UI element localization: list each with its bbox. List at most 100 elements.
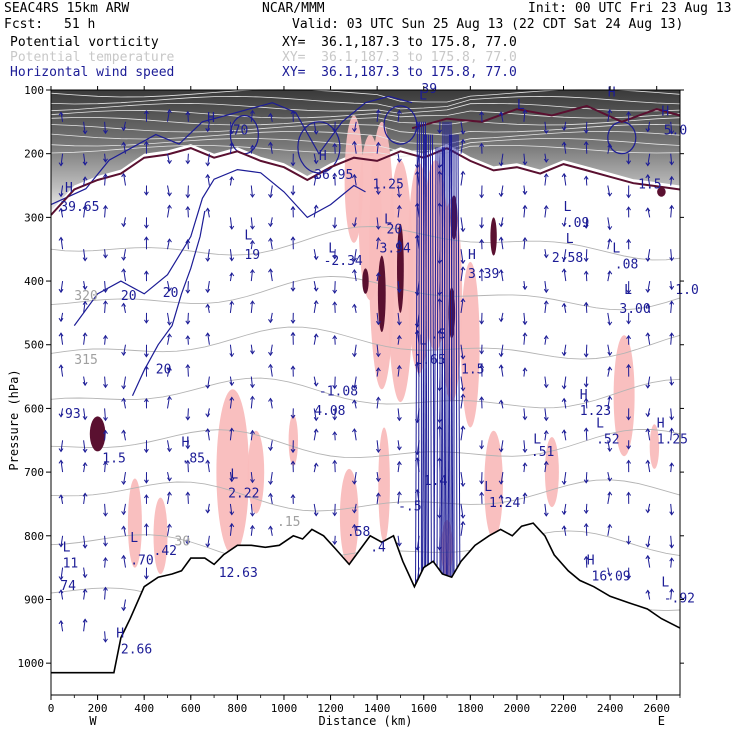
wind-vector-head [396,460,402,466]
wind-vector [60,620,64,632]
wind-vector [83,462,86,473]
wind-vector-head [522,416,528,421]
wind-vector-head [351,428,357,433]
wind-vector [60,281,64,293]
contour-label: 74 [60,579,76,594]
wind-vector-head [460,425,466,430]
wind-vector-head [626,491,632,496]
wind-vector-head [250,384,255,389]
wind-vector [83,177,86,186]
wind-vector [187,206,189,218]
wind-vector-head [479,142,485,147]
wind-vector [397,312,400,325]
wind-vector [523,281,526,290]
wind-vector-head [583,509,589,515]
wind-vector-head [205,459,211,464]
contour-label: L [328,241,336,256]
wind-vector-head [607,523,613,528]
contour-label: -1.08 [319,385,358,400]
x-tick-label: 0 [48,702,55,715]
wind-vector-head [82,285,88,291]
wind-vector-head [479,194,485,199]
contour-label: H [657,417,665,432]
contour-label: L [624,283,632,298]
wind-vector-head [607,270,613,275]
x-tick-label: 1400 [364,702,391,715]
wind-vector [429,134,432,600]
wind-vector-head [626,194,632,199]
wind-vector [207,535,210,547]
theta-contour [50,109,681,119]
wind-speed-contour [383,105,418,145]
contour-label: L [533,432,541,447]
x-tick-label: 2600 [643,702,670,715]
wind-vector-head [522,204,528,209]
contour-label: H [580,388,588,403]
wind-vector-head [645,162,651,167]
x-tick-label: 600 [181,702,201,715]
contour-label: 36.95 [314,168,353,183]
wind-vector [123,472,126,485]
contour-label: .08 [615,257,638,272]
wind-vector [670,301,673,313]
wind-vector [270,344,273,356]
wind-vector-head [82,300,88,305]
wind-vector [60,408,64,417]
wind-vector [334,281,336,294]
wind-vector-head [58,288,64,294]
wind-vector [523,205,526,218]
positive-pv-region [461,261,480,428]
wind-vector [104,301,106,313]
wind-vector-head [351,303,357,308]
wind-vector-head [583,257,589,263]
wind-vector [607,185,611,196]
wind-vector [670,408,673,420]
terrain-line [51,522,681,674]
wind-vector [376,142,379,154]
wind-vector-head [185,445,191,450]
wind-vector [397,335,400,345]
wind-vector-head [103,129,108,135]
wind-vector-head [607,238,613,243]
wind-vector [563,526,567,536]
wind-vector-head [121,480,127,486]
wind-vector [207,304,210,313]
wind-vector-head [375,396,381,401]
wind-vector-head [185,238,191,244]
wind-vector [397,461,400,473]
wind-vector-head [58,193,64,198]
wind-vector-head [205,428,211,433]
wind-vector-head [543,512,549,517]
wind-vector [523,493,526,504]
wind-vector [334,121,336,132]
wind-vector [523,440,526,453]
wind-vector-head [121,351,127,357]
wind-speed-contour [73,168,366,326]
wind-vector-head [561,302,567,307]
model-title: SEAC4RS 15km ARW [4,1,130,16]
wind-vector-head [460,130,466,135]
wind-vector [397,205,400,218]
wind-vector [436,147,439,587]
wind-vector [647,208,651,218]
wind-vector [123,121,126,131]
wind-vector-head [396,491,402,496]
contour-label: 5.0 [664,124,687,139]
wind-vector-head [375,141,381,146]
wind-vector [167,334,170,345]
wind-vector [167,471,170,481]
wind-vector-head [669,175,675,181]
field-name-pv: Potential vorticity [10,35,159,50]
wind-vector-head [121,607,127,612]
wind-vector [670,176,673,186]
wind-vector-head [332,172,338,177]
wind-vector [229,176,233,186]
wind-vector-head [58,317,64,323]
wind-vector-head [121,126,127,132]
pv-contour [377,255,386,332]
wind-vector [563,303,567,313]
wind-vector [500,495,504,505]
wind-vector [500,217,504,227]
wind-vector [523,333,526,345]
wind-vector-head [229,522,235,528]
